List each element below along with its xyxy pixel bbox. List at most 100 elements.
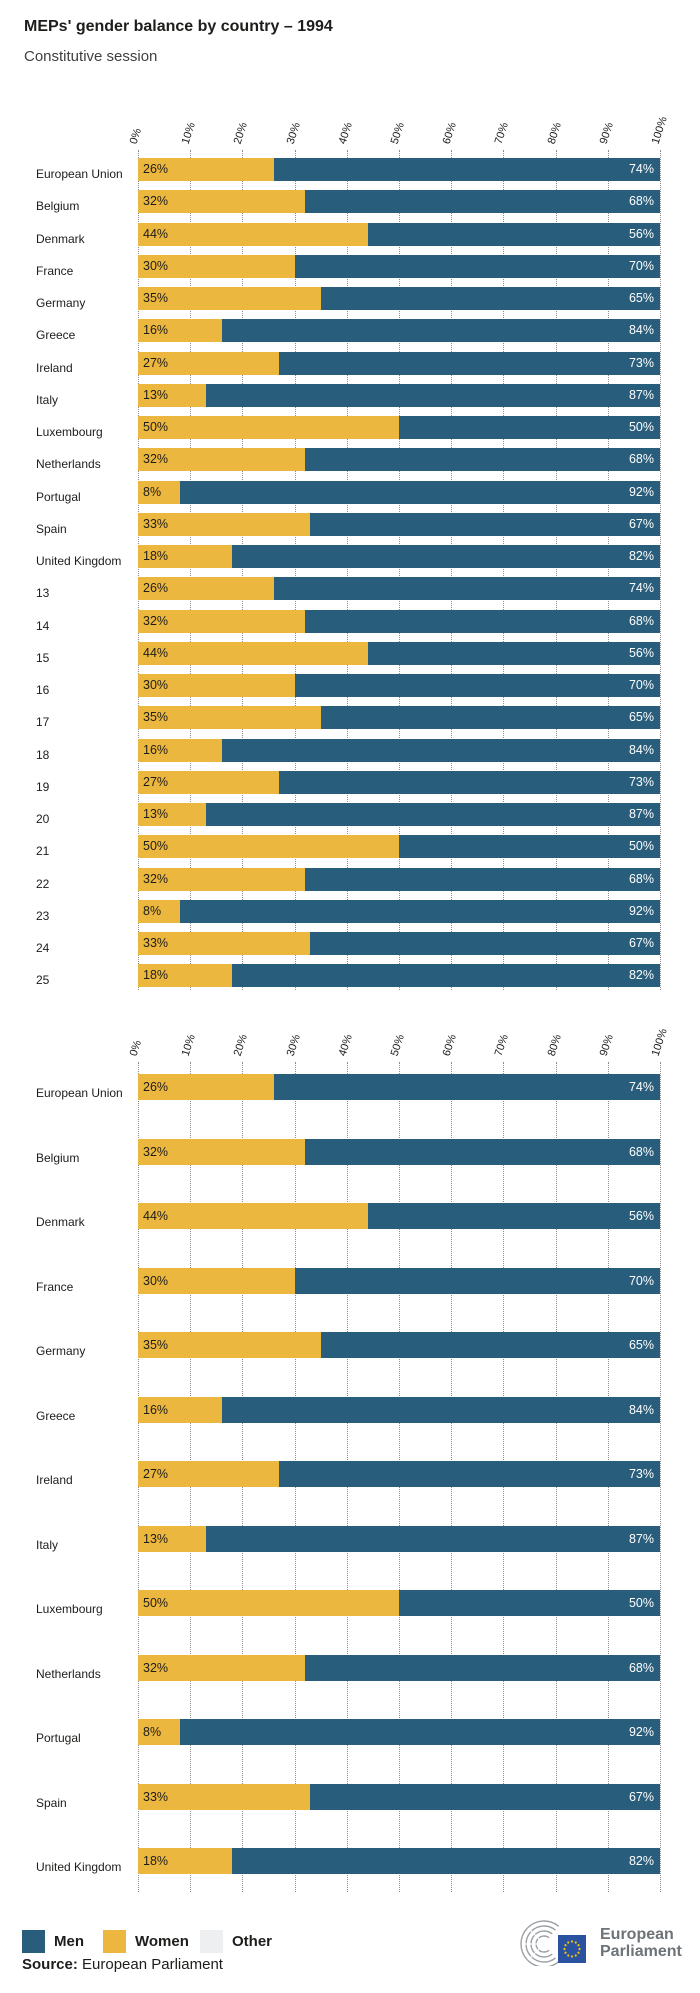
women-bar: 32% bbox=[138, 609, 305, 633]
men-bar: 50% bbox=[399, 1590, 660, 1616]
men-bar: 82% bbox=[232, 545, 660, 568]
row-label: Denmark bbox=[36, 231, 85, 246]
men-bar: 67% bbox=[310, 1783, 660, 1810]
axis-tick-label: 10% bbox=[179, 121, 199, 146]
men-bar: 84% bbox=[221, 738, 660, 762]
men-bar: 68% bbox=[305, 1654, 660, 1681]
women-bar: 26% bbox=[138, 577, 274, 601]
women-bar: 50% bbox=[138, 416, 399, 439]
axis-tick-label: 100% bbox=[649, 115, 670, 146]
row-label: Spain bbox=[36, 1795, 67, 1810]
other-color-swatch bbox=[200, 1930, 223, 1953]
women-bar: 44% bbox=[138, 1203, 368, 1229]
women-bar: 16% bbox=[138, 738, 222, 762]
women-bar: 32% bbox=[138, 1654, 305, 1681]
row-label: European Union bbox=[36, 167, 123, 181]
row-label: Ireland bbox=[36, 360, 73, 375]
axis-tick-label: 30% bbox=[284, 1033, 303, 1058]
women-bar: 35% bbox=[138, 287, 321, 310]
women-bar: 32% bbox=[138, 190, 305, 214]
row-label: Italy bbox=[36, 392, 59, 407]
women-bar: 8% bbox=[138, 899, 180, 923]
men-bar: 92% bbox=[179, 1719, 660, 1745]
axis-tick-label: 60% bbox=[440, 1033, 460, 1058]
gridline bbox=[242, 150, 244, 990]
women-bar: 50% bbox=[138, 1590, 399, 1616]
axis-tick-label: 30% bbox=[284, 121, 303, 146]
women-bar: 44% bbox=[138, 222, 368, 246]
women-bar: 27% bbox=[138, 351, 279, 375]
axis-tick-label: 0% bbox=[127, 126, 144, 146]
women-bar: 33% bbox=[138, 1783, 311, 1810]
row-label: 14 bbox=[36, 618, 50, 633]
men-bar: 68% bbox=[305, 448, 660, 472]
axis-tick-label: 20% bbox=[232, 1033, 251, 1058]
gridline bbox=[346, 150, 348, 990]
row-label: 16 bbox=[36, 683, 50, 697]
row-label: 20 bbox=[36, 812, 50, 826]
men-bar: 73% bbox=[278, 1461, 660, 1487]
axis-tick-label: 90% bbox=[597, 1033, 616, 1058]
women-color-swatch bbox=[103, 1930, 126, 1953]
row-label: 25 bbox=[36, 973, 50, 988]
row-label: 21 bbox=[36, 844, 50, 859]
gridline bbox=[138, 150, 139, 990]
gridline bbox=[607, 150, 609, 990]
axis-tick-label: 80% bbox=[545, 1033, 564, 1058]
men-bar: 82% bbox=[232, 1848, 660, 1874]
row-label: 23 bbox=[36, 908, 50, 923]
men-bar: 70% bbox=[294, 674, 660, 697]
men-bar: 70% bbox=[294, 254, 660, 278]
men-bar: 65% bbox=[320, 1332, 660, 1358]
row-label: Germany bbox=[36, 296, 86, 310]
men-bar: 74% bbox=[273, 158, 660, 181]
women-bar: 18% bbox=[138, 1848, 232, 1874]
gridline bbox=[190, 150, 192, 990]
women-bar: 32% bbox=[138, 448, 305, 472]
women-bar: 32% bbox=[138, 867, 305, 891]
european-parliament-logo: European Parliament bbox=[518, 1920, 682, 1966]
ep-logo-text: European Parliament bbox=[600, 1926, 682, 1960]
gridline bbox=[660, 1062, 661, 1892]
legend-label-other: Other bbox=[232, 1933, 273, 1950]
men-bar: 70% bbox=[294, 1267, 660, 1294]
women-bar: 33% bbox=[138, 512, 311, 536]
women-bar: 18% bbox=[138, 545, 232, 568]
page-title: MEPs' gender balance by country – 1994 bbox=[24, 18, 333, 35]
men-bar: 68% bbox=[305, 1138, 660, 1165]
axis-tick-label: 70% bbox=[493, 1033, 512, 1058]
row-label: Belgium bbox=[36, 199, 80, 214]
legend-item-other: Other bbox=[200, 1930, 272, 1953]
gridline bbox=[451, 150, 453, 990]
row-label: Netherlands bbox=[36, 457, 101, 472]
women-bar: 8% bbox=[138, 480, 180, 504]
women-bar: 50% bbox=[138, 835, 399, 859]
row-label: Germany bbox=[36, 1344, 86, 1358]
row-label: 15 bbox=[36, 650, 50, 665]
row-label: Greece bbox=[36, 328, 76, 343]
row-label: Denmark bbox=[36, 1215, 85, 1229]
row-label: 19 bbox=[36, 779, 50, 794]
men-bar: 56% bbox=[367, 1203, 660, 1229]
women-bar: 26% bbox=[138, 158, 274, 181]
row-label: Belgium bbox=[36, 1150, 80, 1165]
page-subtitle: Constitutive session bbox=[24, 48, 158, 65]
gridline bbox=[503, 150, 505, 990]
men-bar: 65% bbox=[320, 706, 660, 730]
men-bar: 84% bbox=[221, 1396, 660, 1423]
row-label: Netherlands bbox=[36, 1666, 101, 1681]
women-bar: 18% bbox=[138, 964, 232, 988]
women-bar: 32% bbox=[138, 1138, 305, 1165]
men-bar: 87% bbox=[205, 1525, 660, 1552]
men-bar: 50% bbox=[399, 835, 660, 859]
women-bar: 16% bbox=[138, 1396, 222, 1423]
eu-flag-square bbox=[558, 1935, 586, 1963]
women-bar: 13% bbox=[138, 1525, 206, 1552]
men-bar: 50% bbox=[399, 416, 660, 439]
women-bar: 27% bbox=[138, 1461, 279, 1487]
row-label: France bbox=[36, 1279, 74, 1294]
ep-logo-line1: European bbox=[600, 1926, 674, 1943]
ep-logo-line2: Parliament bbox=[600, 1943, 682, 1960]
legend-item-women: Women bbox=[103, 1930, 189, 1953]
